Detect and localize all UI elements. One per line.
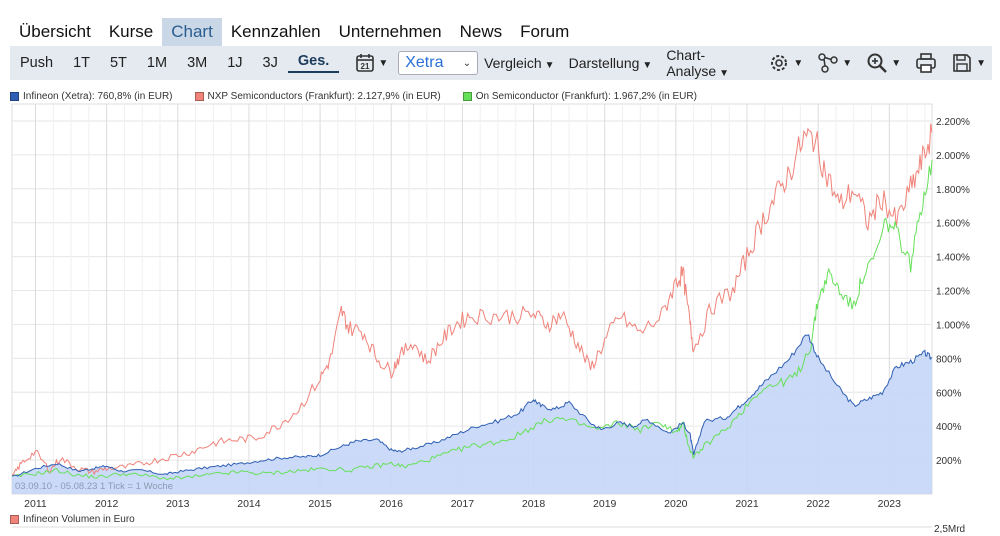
nav-item-kurse[interactable]: Kurse <box>108 22 154 41</box>
legend-swatch <box>462 92 472 101</box>
x-tick-label: 2022 <box>806 498 830 510</box>
volume-legend-swatch <box>10 515 19 524</box>
save-icon <box>953 54 971 72</box>
y-tick-label: 2.000% <box>936 151 970 162</box>
y-tick-label: 2.200% <box>936 117 970 128</box>
x-tick-label: 2023 <box>878 498 902 510</box>
range-5t[interactable]: 5T <box>109 55 127 71</box>
nav-item-kennzahlen[interactable]: Kennzahlen <box>230 22 321 41</box>
y-tick-label: 600% <box>936 388 962 399</box>
legend-label: On Semiconductor (Frankfurt): 1.967,2% (… <box>475 91 697 102</box>
chart-analyse-label: Chart-Analyse <box>666 47 717 79</box>
y-tick-label: 1.800% <box>936 185 970 196</box>
settings-caret-icon: ▼ <box>793 57 804 69</box>
x-tick-label: 2021 <box>735 498 759 510</box>
y-tick-label: 200% <box>936 456 962 467</box>
x-tick-label: 2017 <box>451 498 475 510</box>
x-tick-label: 2015 <box>308 498 332 510</box>
zoom-icon <box>867 53 888 73</box>
range-3m[interactable]: 3M <box>187 55 208 71</box>
chart-analyse-caret-icon: ▼ <box>719 68 730 79</box>
save-caret-icon: ▼ <box>976 57 986 69</box>
vergleich-label: Vergleich <box>484 55 542 71</box>
y-tick-label: 400% <box>936 422 962 433</box>
nav-item-unternehmen[interactable]: Unternehmen <box>338 22 442 41</box>
darstellung-caret-icon: ▼ <box>642 60 653 71</box>
nav-item-uebersicht[interactable]: Übersicht <box>19 22 91 41</box>
x-tick-label: 2016 <box>380 498 404 510</box>
legend-item-on-semi[interactable]: On Semiconductor (Frankfurt): 1.967,2% (… <box>462 91 697 102</box>
y-tick-label: 1.400% <box>936 253 970 264</box>
y-tick-label: 1.200% <box>936 287 970 298</box>
chart-axes: 200% 400% 600% 800% 1.000% 1.200% 1.400% 1.600%… <box>12 117 970 528</box>
y-tick-label: 800% <box>936 354 962 365</box>
calendar-button[interactable]: 21 ▼ <box>355 53 388 73</box>
legend-label: Infineon (Xetra): 760,8% (in EUR) <box>23 91 173 102</box>
on-semi-line <box>11 159 933 481</box>
chart-analyse-menu[interactable]: Chart-Analyse ▼ <box>666 47 754 79</box>
infineon-line <box>11 334 933 477</box>
indicator-button[interactable]: ▼ <box>817 52 852 74</box>
settings-button[interactable]: ▼ <box>768 52 803 74</box>
darstellung-menu[interactable]: Darstellung ▼ <box>569 55 653 71</box>
volume-tick-label: 2,5Mrd <box>934 524 965 535</box>
vergleich-caret-icon: ▼ <box>544 60 555 71</box>
x-tick-label: 2013 <box>166 498 190 510</box>
volume-legend: Infineon Volumen in Euro <box>10 514 135 525</box>
indicator-caret-icon: ▼ <box>842 57 853 69</box>
legend-swatch <box>194 92 204 101</box>
y-tick-label: 1.600% <box>936 219 970 230</box>
nav-item-chart[interactable]: Chart <box>162 18 222 46</box>
exchange-select-value: Xetra <box>405 54 444 71</box>
legend-item-infineon[interactable]: Infineon (Xetra): 760,8% (in EUR) <box>10 91 173 102</box>
x-tick-label: 2019 <box>593 498 617 510</box>
main-nav: Übersicht Kurse Chart Kennzahlen Unterne… <box>0 18 578 46</box>
x-tick-label: 2012 <box>95 498 119 510</box>
legend-item-nxp[interactable]: NXP Semiconductors (Frankfurt): 2.127,9%… <box>194 91 441 102</box>
infineon-area <box>12 334 932 494</box>
exchange-select[interactable]: Xetra ⌄ <box>398 51 479 75</box>
range-push[interactable]: Push <box>20 55 54 71</box>
range-1t[interactable]: 1T <box>73 55 90 71</box>
zoom-caret-icon: ▼ <box>891 57 902 69</box>
x-tick-label: 2014 <box>237 498 261 510</box>
range-1j[interactable]: 1J <box>227 55 243 71</box>
nav-item-news[interactable]: News <box>459 22 503 41</box>
range-ges[interactable]: Ges. <box>287 53 340 73</box>
chart-area-fill <box>12 334 932 494</box>
calendar-icon: 21 <box>356 54 375 72</box>
nav-item-forum[interactable]: Forum <box>520 22 570 41</box>
chart-info-text: 03.09.10 - 05.08.23 1 Tick = 1 Woche <box>15 481 173 492</box>
svg-text:21: 21 <box>361 62 370 71</box>
legend-swatch <box>10 92 19 101</box>
chart-series <box>11 123 933 481</box>
calendar-caret-icon: ▼ <box>378 57 389 69</box>
x-tick-label: 2018 <box>522 498 546 510</box>
y-tick-label: 1.000% <box>936 320 970 331</box>
chart-toolbar: Push 1T 5T 1M 3M 1J 3J Ges. 21 ▼ Xetra ⌄… <box>10 46 992 80</box>
chart-legend: Infineon (Xetra): 760,8% (in EUR) NXP Se… <box>10 91 719 102</box>
nxp-line <box>11 123 933 476</box>
toolbar-icons: ▼ ▼ ▼ <box>754 52 986 74</box>
vergleich-menu[interactable]: Vergleich ▼ <box>484 55 555 71</box>
network-icon <box>818 53 839 73</box>
volume-legend-label: Infineon Volumen in Euro <box>23 514 135 525</box>
print-icon <box>916 53 936 73</box>
print-button[interactable] <box>915 52 937 74</box>
range-3j[interactable]: 3J <box>262 55 278 71</box>
range-1m[interactable]: 1M <box>146 55 168 71</box>
gear-icon <box>771 55 788 71</box>
darstellung-label: Darstellung <box>568 55 640 71</box>
chevron-down-icon: ⌄ <box>462 57 472 69</box>
legend-label: NXP Semiconductors (Frankfurt): 2.127,9%… <box>207 91 441 102</box>
save-button[interactable]: ▼ <box>951 52 986 74</box>
x-tick-label: 2011 <box>24 498 47 510</box>
zoom-button[interactable]: ▼ <box>866 52 901 74</box>
x-tick-label: 2020 <box>664 498 688 510</box>
